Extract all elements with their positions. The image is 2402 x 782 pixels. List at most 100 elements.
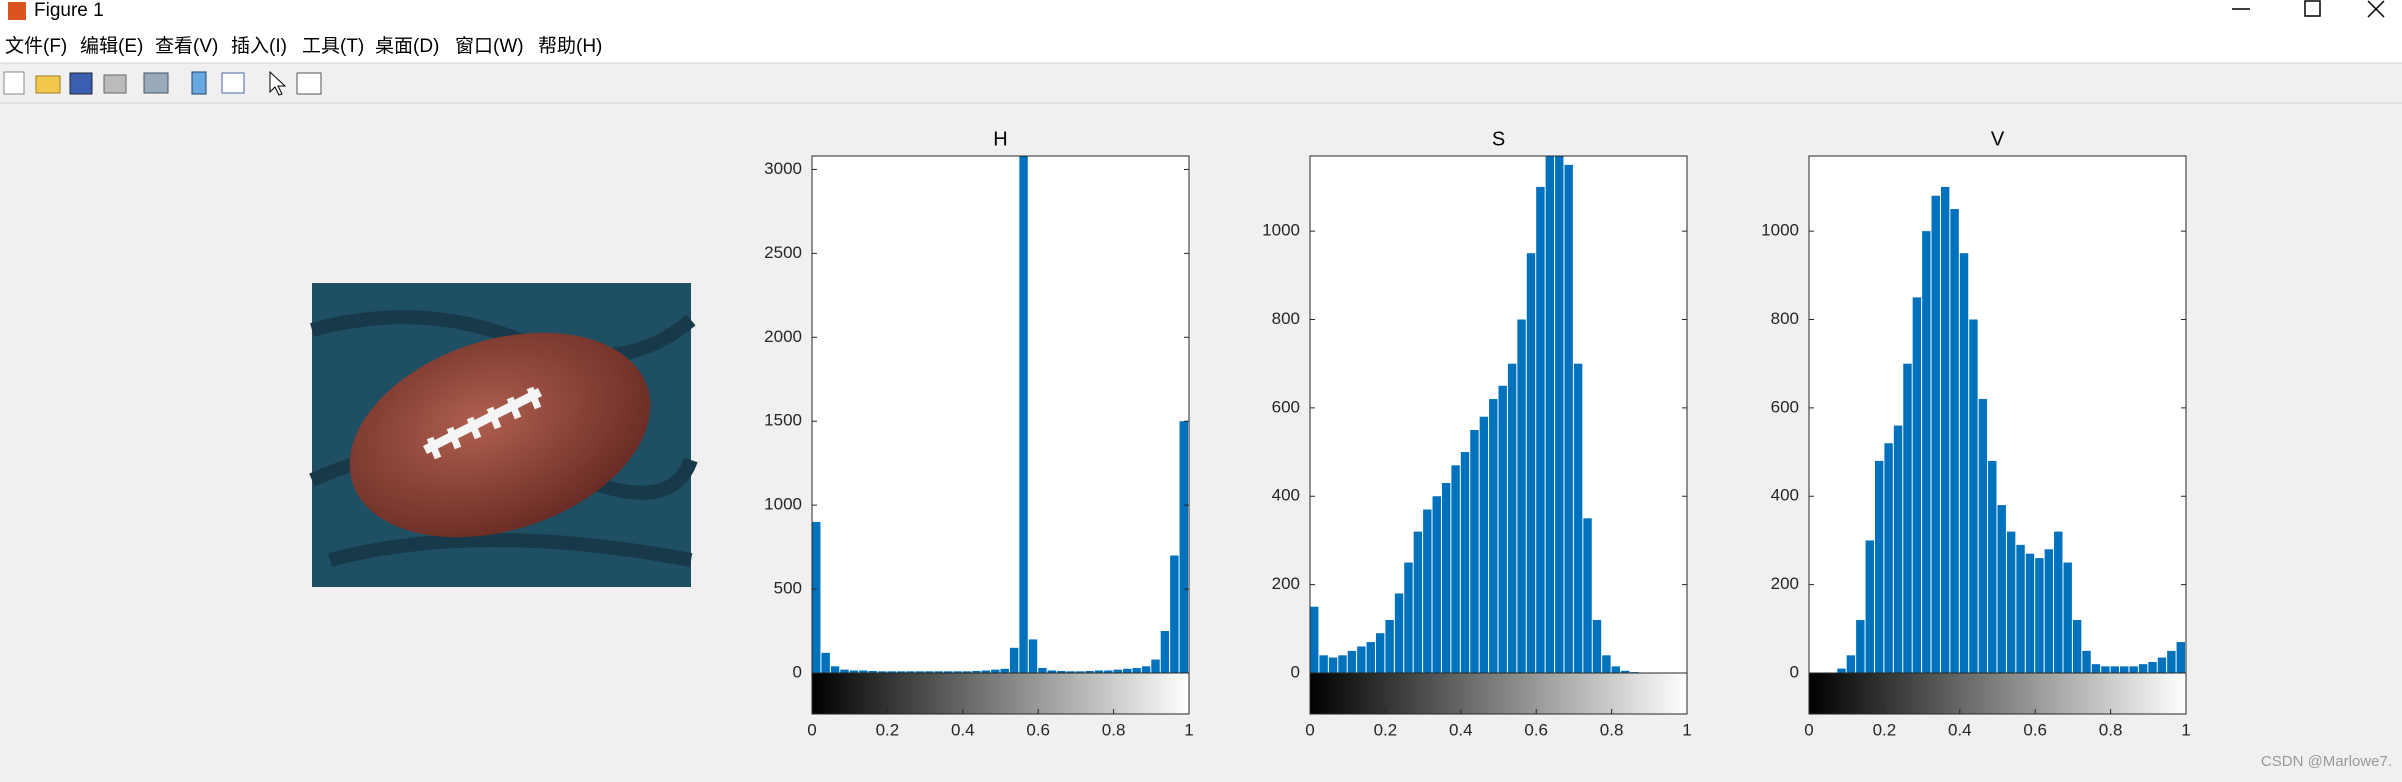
bar: [943, 671, 953, 673]
menu-item[interactable]: 桌面(D): [375, 35, 439, 57]
toolbar: [3, 70, 322, 96]
bars: [1837, 186, 2185, 673]
tool-legend[interactable]: [221, 72, 245, 94]
bar: [1837, 668, 1846, 673]
x-tick-label: 1: [1682, 720, 1691, 739]
bar: [830, 666, 840, 673]
bar: [934, 671, 943, 673]
y-tick-label: 0: [1291, 662, 1300, 681]
chart-title: S: [1492, 128, 1505, 150]
bar: [2110, 666, 2120, 673]
x-tick-label: 1: [2181, 720, 2190, 739]
bar: [1922, 231, 1931, 673]
bar: [1132, 667, 1141, 673]
tool-open[interactable]: [35, 75, 61, 94]
bar: [1460, 452, 1470, 673]
bar: [1498, 385, 1507, 673]
bar: [1432, 496, 1441, 673]
bar: [1583, 518, 1592, 673]
chart-title: H: [993, 128, 1007, 150]
tool-colorbar[interactable]: [191, 71, 207, 95]
x-tick-label: 0.6: [1524, 720, 1548, 739]
bar: [1009, 647, 1019, 673]
bar: [1988, 460, 1997, 673]
y-tick-label: 1000: [1761, 221, 1799, 240]
tool-link[interactable]: [143, 72, 169, 94]
bar: [1564, 164, 1573, 673]
close[interactable]: [2367, 0, 2385, 18]
bar: [2054, 531, 2063, 673]
x-tick-label: 0: [1804, 720, 1813, 739]
bar: [1441, 482, 1451, 673]
y-tick-label: 1500: [764, 411, 802, 430]
x-tick-label: 0.6: [2023, 720, 2047, 739]
menu-item[interactable]: 查看(V): [155, 35, 218, 57]
x-tick-label: 0: [807, 720, 816, 739]
bar: [2006, 531, 2016, 673]
image-laces: [422, 387, 543, 455]
bar: [1621, 670, 1630, 673]
bar: [877, 671, 887, 673]
bar: [1319, 655, 1328, 673]
bar: [1865, 540, 1874, 673]
bar: [1893, 425, 1903, 673]
y-tick-label: 0: [793, 662, 802, 681]
histogram: 0 500 1000 1500 2000 2500 3000 0 0.2 0.4 0.6 0.8 1 H: [764, 128, 1194, 739]
title-menu-bg: [0, 0, 2402, 63]
menu-item[interactable]: 帮助(H): [538, 35, 602, 57]
bar: [1592, 619, 1602, 673]
bar: [1573, 363, 1583, 673]
bar: [1028, 639, 1038, 673]
bar: [1940, 186, 1950, 673]
tool-pointer[interactable]: [269, 70, 287, 96]
bar: [1903, 363, 1912, 673]
bar: [1328, 657, 1338, 673]
y-tick-label: 200: [1771, 574, 1799, 593]
x-tick-label: 0.4: [1948, 720, 1972, 739]
maximize[interactable]: [2304, 0, 2321, 17]
x-tick-label: 0: [1305, 720, 1314, 739]
bar: [1489, 399, 1498, 673]
bar: [2167, 650, 2176, 673]
bar: [2063, 562, 2072, 673]
tool-print[interactable]: [103, 74, 127, 94]
bar: [1536, 186, 1545, 673]
menu-item[interactable]: 编辑(E): [80, 35, 143, 57]
bar: [1085, 670, 1094, 673]
y-tick-label: 600: [1771, 397, 1799, 416]
tool-new[interactable]: [3, 71, 25, 95]
menu-item[interactable]: 窗口(W): [455, 35, 524, 57]
bar: [972, 670, 981, 673]
bar: [1000, 668, 1009, 673]
tool-save[interactable]: [69, 72, 93, 95]
bar: [906, 671, 915, 673]
bar: [1874, 460, 1884, 673]
bar: [821, 652, 830, 673]
bar: [2176, 642, 2185, 673]
bar: [1038, 667, 1047, 673]
menu-item[interactable]: 插入(I): [231, 35, 287, 57]
y-tick-label: 200: [1272, 574, 1300, 593]
bar: [2148, 661, 2157, 673]
bar: [840, 669, 849, 673]
bar: [1104, 670, 1113, 673]
tool-property[interactable]: [296, 72, 322, 95]
menu-item[interactable]: 工具(T): [302, 36, 364, 57]
y-tick-label: 1000: [764, 495, 802, 514]
bar: [1912, 297, 1922, 673]
bar: [1978, 399, 1988, 673]
bar: [2120, 666, 2129, 673]
histogram: 0 200 400 600 800 1000 0 0.2 0.4 0.6 0.8 1 S: [1262, 128, 1692, 739]
x-tick-label: 0.8: [2099, 720, 2123, 739]
bar: [915, 671, 925, 673]
window-title: Figure 1: [34, 0, 104, 21]
bars: [1310, 156, 1639, 673]
menu-item[interactable]: 文件(F): [5, 35, 67, 57]
bar: [1602, 655, 1611, 673]
bar: [2044, 549, 2054, 673]
bars: [812, 156, 1188, 673]
plot-area: [812, 156, 1189, 673]
bar: [1931, 195, 1940, 673]
app-icon: [8, 2, 26, 20]
